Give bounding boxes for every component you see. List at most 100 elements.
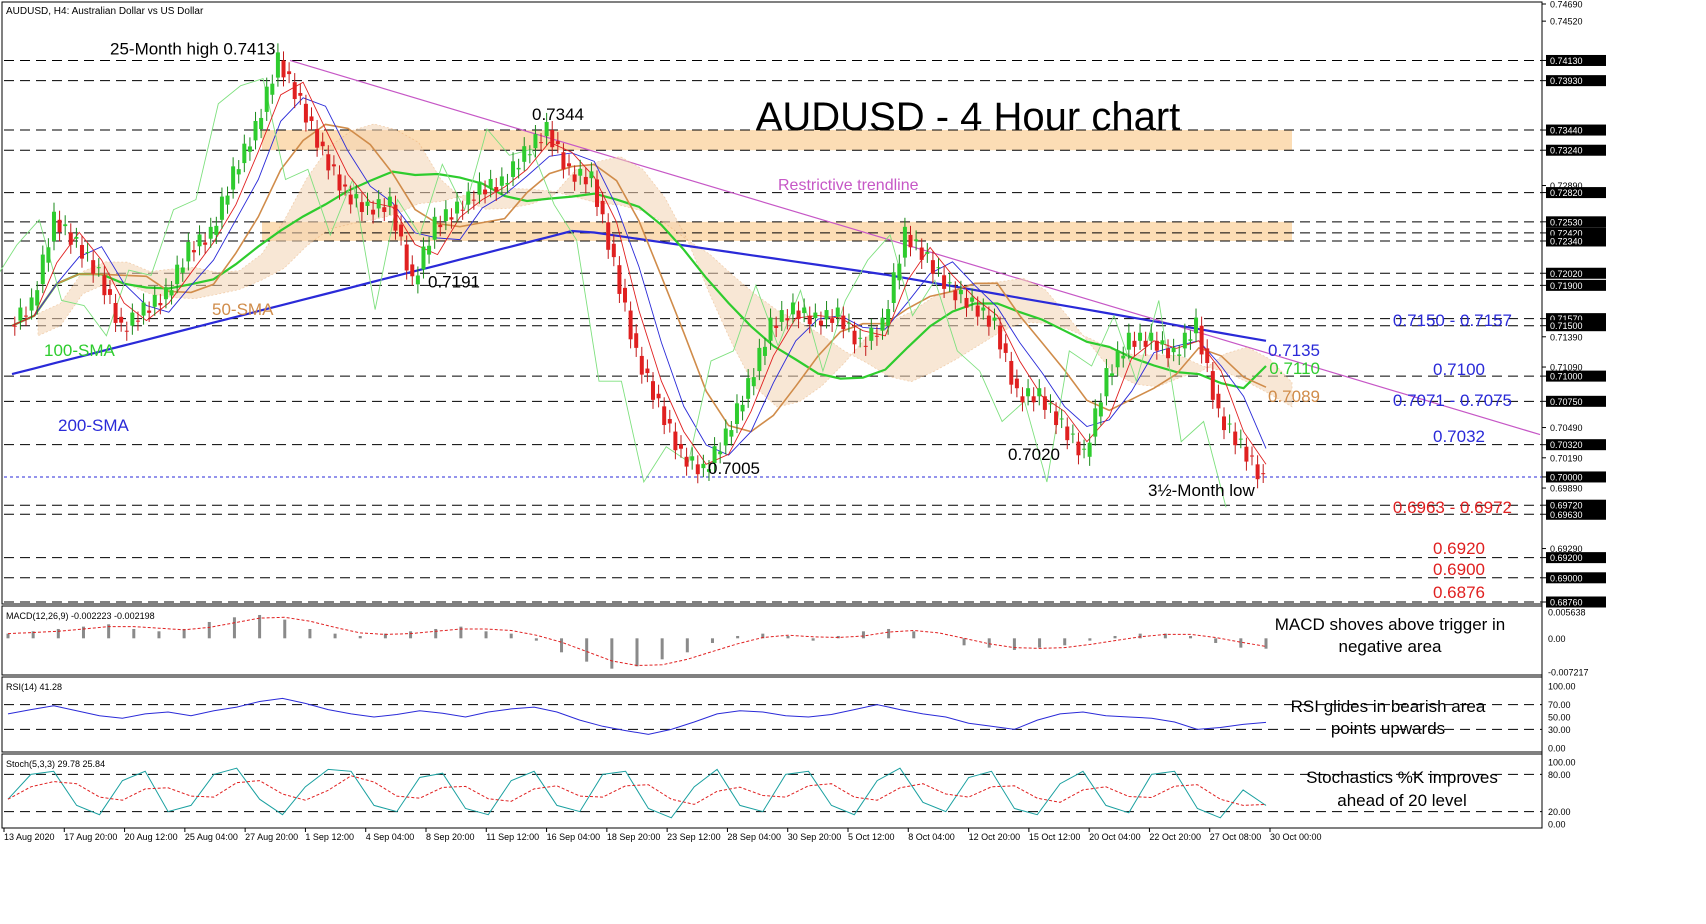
resistance-zone <box>262 221 1292 241</box>
candle-body <box>505 182 510 185</box>
candle-body <box>214 225 219 235</box>
stoch-header: Stoch(5,3,3) 29.78 25.84 <box>6 759 105 769</box>
candle-body <box>886 309 891 326</box>
price-axis-label: 0.72890 <box>1550 181 1583 191</box>
price-axis-label: 0.69290 <box>1550 544 1583 554</box>
price-axis-label: 0.74520 <box>1550 17 1583 27</box>
rsi-comment-line2: points upwards <box>1331 719 1445 738</box>
x-axis-label: 5 Oct 12:00 <box>848 832 895 842</box>
candle-body <box>706 469 711 472</box>
price-axis-label: 0.72020 <box>1550 269 1583 279</box>
candle-body <box>438 224 443 228</box>
candle-body <box>1031 396 1036 403</box>
price-annotation: Restrictive trendline <box>778 177 919 194</box>
candle-body <box>634 333 639 348</box>
candle-body <box>600 200 605 215</box>
sma-50-line <box>11 123 1267 433</box>
candle-body <box>175 264 180 285</box>
candle-body <box>354 194 359 199</box>
candle-body <box>460 209 465 211</box>
x-axis-label: 22 Oct 20:00 <box>1149 832 1201 842</box>
candle-body <box>1149 332 1154 341</box>
candle-body <box>986 315 991 327</box>
candle-body <box>527 154 532 156</box>
macd-axis-label: 0.005638 <box>1548 608 1586 618</box>
x-axis-label: 15 Oct 12:00 <box>1029 832 1081 842</box>
candle-body <box>287 71 292 75</box>
price-axis-label: 0.70000 <box>1550 472 1583 482</box>
price-annotation: 0.7191 <box>428 272 480 291</box>
price-axis-label: 0.71900 <box>1550 281 1583 291</box>
price-axis-label: 0.69630 <box>1550 510 1583 520</box>
candle-body <box>662 406 667 426</box>
candle-body <box>964 297 969 308</box>
candle-body <box>656 393 661 399</box>
chart-title: AUDUSD - 4 Hour chart <box>756 95 1181 139</box>
candle-body <box>981 307 986 311</box>
x-axis-label: 17 Aug 20:00 <box>64 832 117 842</box>
candle-body <box>975 305 980 317</box>
candle-body <box>141 302 146 316</box>
candle-body <box>818 320 823 326</box>
candle-body <box>522 146 527 162</box>
price-axis-label: 0.69200 <box>1550 553 1583 563</box>
candle-body <box>130 312 135 326</box>
price-axis-highlight <box>1546 508 1606 520</box>
price-axis-highlight <box>1546 499 1606 511</box>
x-axis-label: 30 Oct 00:00 <box>1270 832 1322 842</box>
stoch-axis-label: 80.00 <box>1548 770 1571 780</box>
candle-body <box>410 264 415 277</box>
price-axis-label: 0.70490 <box>1550 423 1583 433</box>
candle-body <box>225 195 230 205</box>
candle-body <box>779 310 784 322</box>
price-axis-highlight <box>1546 320 1606 332</box>
candle-body <box>589 171 594 179</box>
candle-body <box>802 307 807 314</box>
candle-body <box>309 116 314 121</box>
candle-body <box>85 252 90 254</box>
candle-body <box>455 201 460 214</box>
price-axis-highlight <box>1546 54 1606 66</box>
rsi-axis-label: 100.00 <box>1548 682 1576 692</box>
candle-body <box>723 428 728 446</box>
candle-body <box>96 267 101 269</box>
candle-body <box>555 141 560 145</box>
candle-body <box>891 272 896 303</box>
stoch-d-line <box>7 775 1267 806</box>
price-axis-label: 0.72820 <box>1550 188 1583 198</box>
candle-body <box>259 117 264 130</box>
candle-body <box>292 82 297 100</box>
candle-body <box>1132 340 1137 347</box>
candle-body <box>919 247 924 260</box>
candle-body <box>1121 355 1126 359</box>
level-label: 0.7100 <box>1433 360 1485 379</box>
candle-body <box>68 232 73 245</box>
candle-body <box>387 196 392 206</box>
price-axis-highlight <box>1546 439 1606 451</box>
candle-body <box>197 234 202 247</box>
candle-body <box>331 164 336 167</box>
rsi-comment-line1: RSI glides in bearish area <box>1291 697 1486 716</box>
candle-body <box>35 290 40 306</box>
price-axis-label: 0.73930 <box>1550 76 1583 86</box>
candle-body <box>757 347 762 372</box>
candle-body <box>421 246 426 270</box>
resistance-zone <box>262 130 1292 151</box>
price-axis-label: 0.72340 <box>1550 236 1583 246</box>
candle-body <box>51 211 56 242</box>
candle-body <box>617 265 622 294</box>
price-annotation: 25-Month high 0.7413 <box>110 39 275 58</box>
candle-body <box>1076 441 1081 456</box>
candle-body <box>1261 473 1266 475</box>
price-axis-highlight <box>1546 395 1606 407</box>
candle-body <box>1205 348 1210 364</box>
price-axis-label: 0.70750 <box>1550 397 1583 407</box>
x-axis-label: 20 Aug 12:00 <box>125 832 178 842</box>
candle-body <box>583 176 588 185</box>
candle-body <box>796 310 801 320</box>
level-label: 0.7150 - 0.7157 <box>1393 311 1512 330</box>
x-axis-label: 1 Sep 12:00 <box>305 832 354 842</box>
candle-body <box>998 325 1003 350</box>
candle-body <box>712 446 717 464</box>
candle-body <box>303 103 308 123</box>
